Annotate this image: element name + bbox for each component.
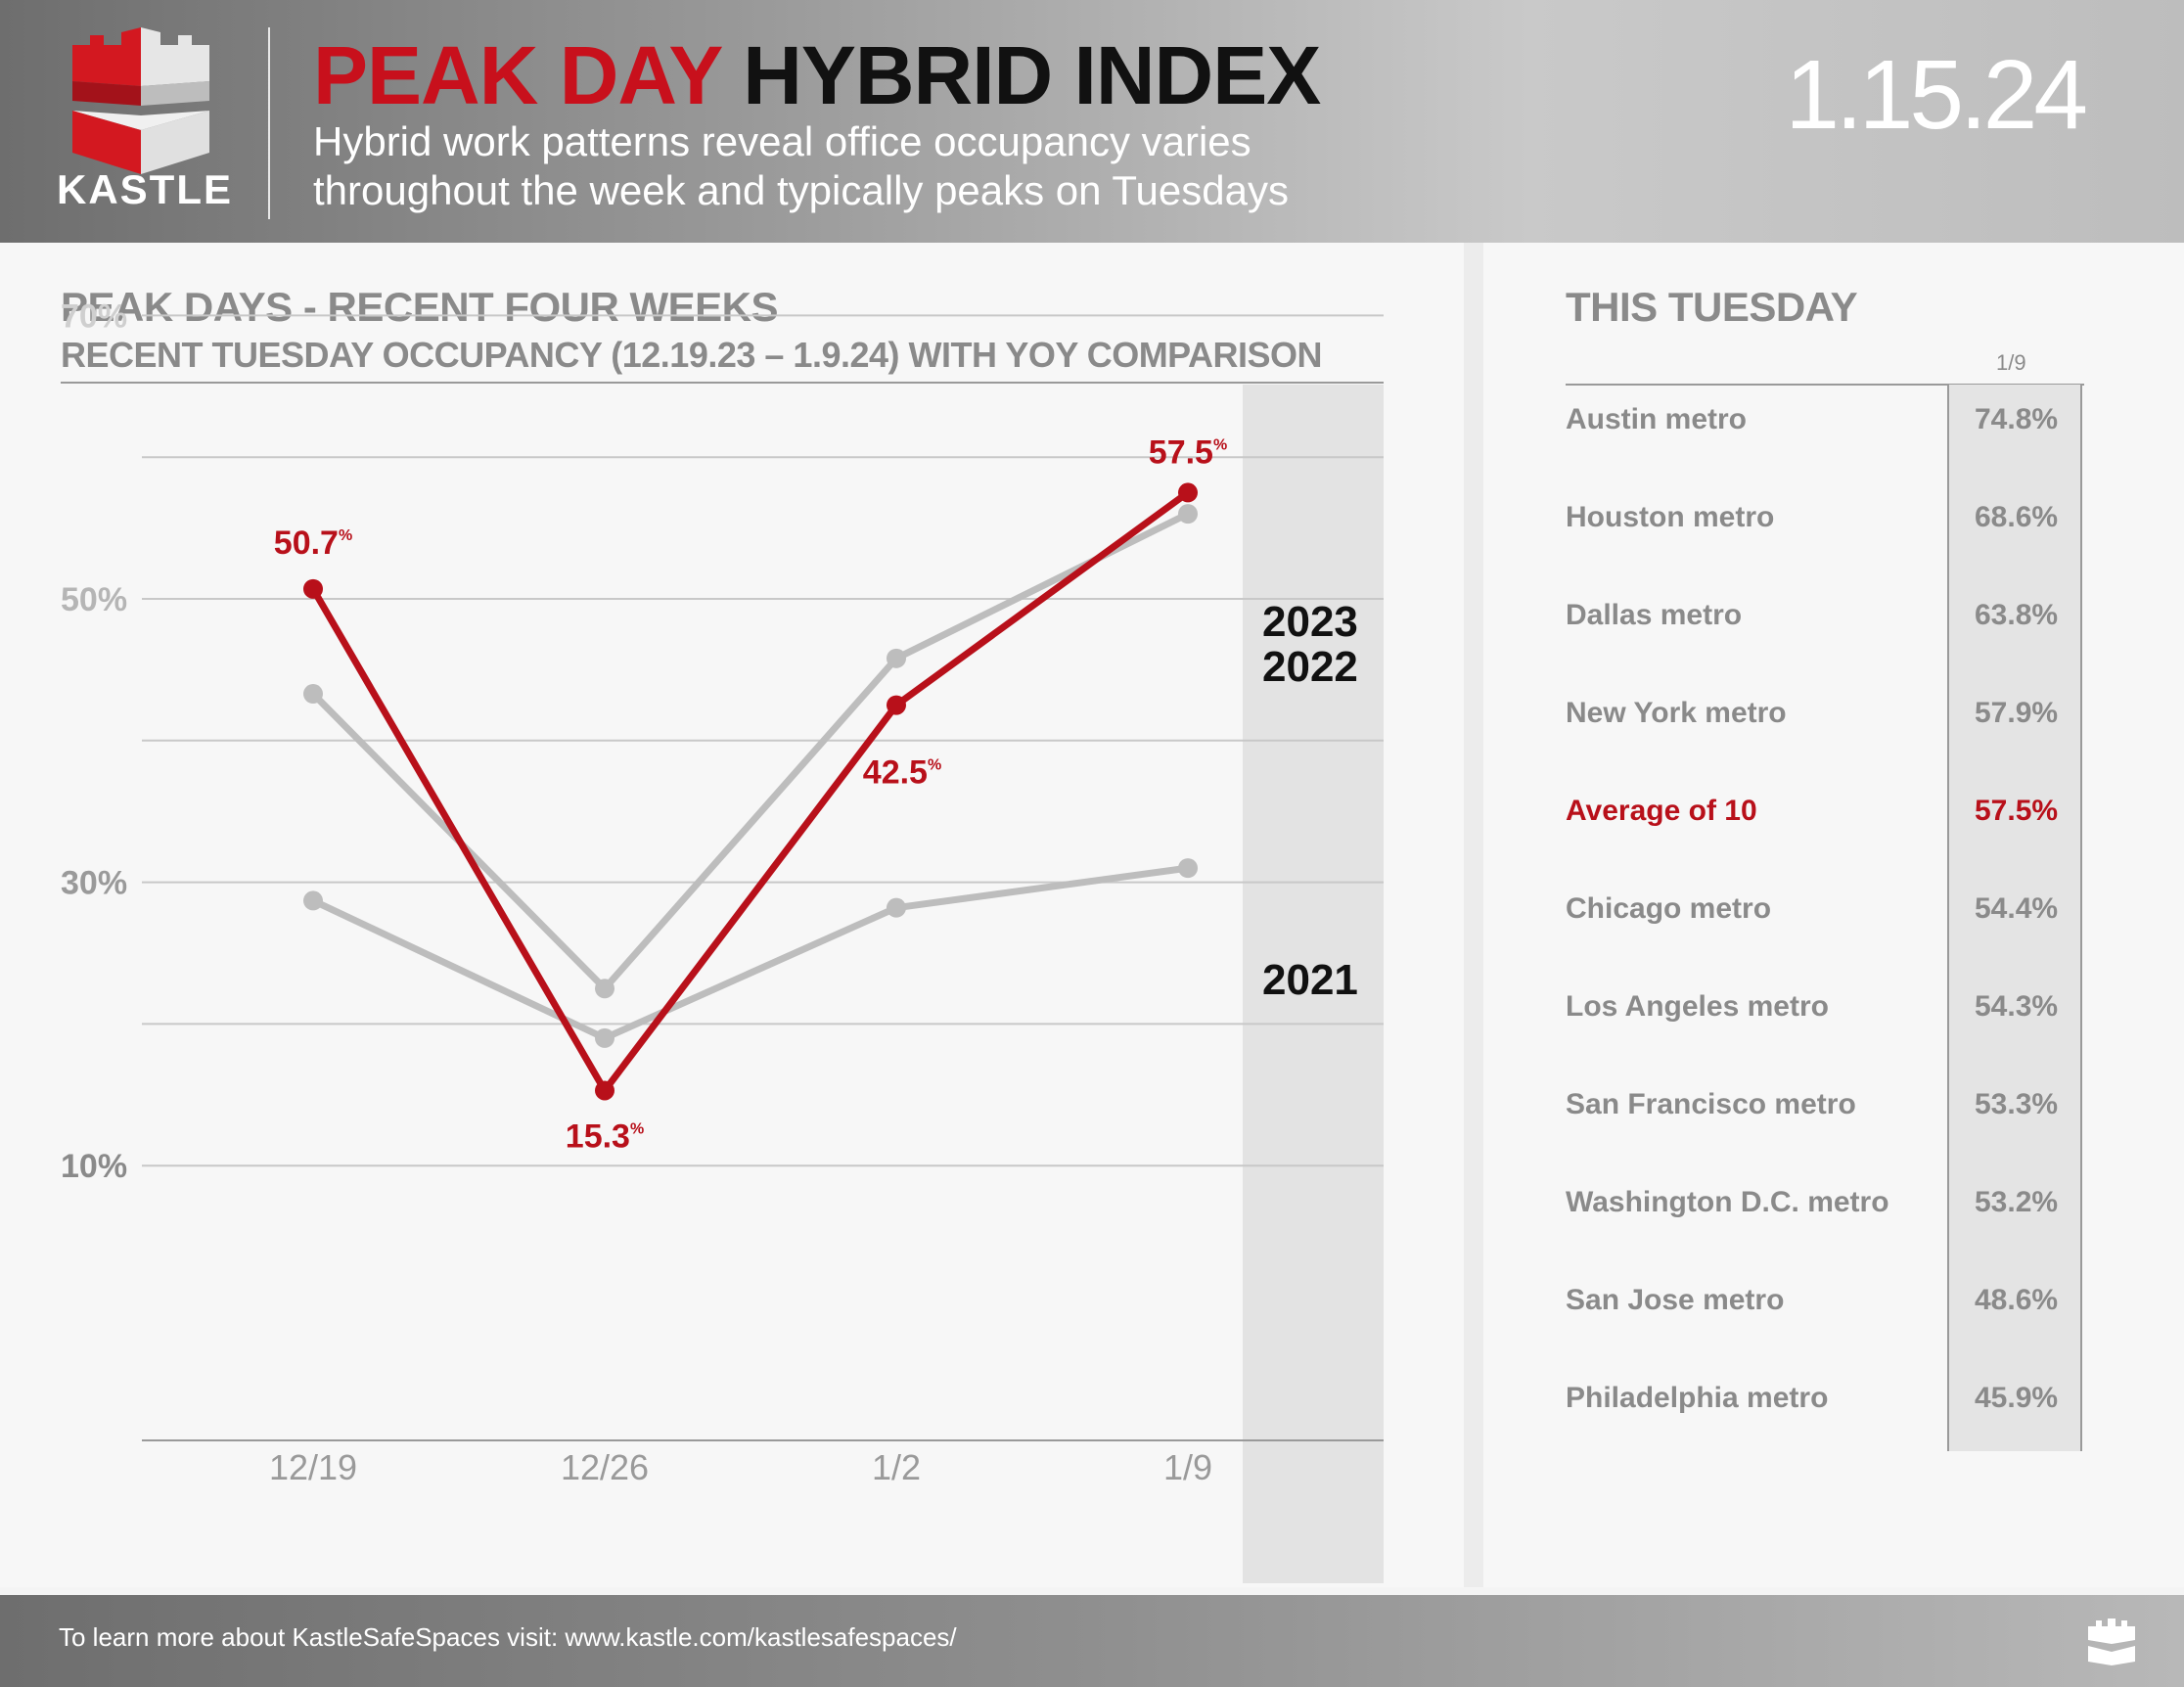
metro-value: 53.2% bbox=[1975, 1186, 2059, 1218]
metro-value: 68.6% bbox=[1975, 501, 2059, 533]
table-title-rule bbox=[1566, 384, 2084, 386]
chart-title-rule bbox=[61, 382, 1384, 384]
chart-section-title: PEAK DAYS - RECENT FOUR WEEKS bbox=[61, 284, 779, 330]
x-tick-label: 12/26 bbox=[561, 1447, 649, 1487]
title-red-part: PEAK DAY bbox=[313, 29, 722, 121]
metro-value: 54.3% bbox=[1975, 990, 2059, 1023]
data-point-2023 bbox=[1178, 482, 1198, 503]
metro-value: 45.9% bbox=[1975, 1382, 2059, 1414]
metro-name: San Jose metro bbox=[1566, 1284, 1785, 1316]
table-section-title: THIS TUESDAY bbox=[1566, 284, 1858, 330]
title-black-part: HYBRID INDEX bbox=[743, 29, 1321, 121]
data-label-2023: 42.5% bbox=[863, 754, 941, 792]
data-point-2023 bbox=[303, 578, 323, 599]
table-row: San Jose metro 48.6% bbox=[1566, 1284, 2059, 1343]
table-row: Average of 10 57.5% bbox=[1566, 795, 2059, 853]
subtitle-line-1: Hybrid work patterns reveal office occup… bbox=[313, 118, 1251, 164]
data-point-2021 bbox=[303, 890, 323, 911]
table-row: Austin metro 74.8% bbox=[1566, 403, 2059, 462]
header-divider bbox=[268, 27, 270, 219]
metro-name: Dallas metro bbox=[1566, 599, 1743, 631]
metro-name: Average of 10 bbox=[1566, 795, 1757, 827]
percent-superscript: % bbox=[339, 527, 352, 544]
data-point-2021 bbox=[595, 1027, 614, 1048]
metro-name: San Francisco metro bbox=[1566, 1088, 1856, 1120]
data-point-2022 bbox=[303, 684, 323, 705]
metro-name: Los Angeles metro bbox=[1566, 990, 1829, 1023]
header-banner: KASTLE PEAK DAY HYBRID INDEX Hybrid work… bbox=[0, 0, 2184, 243]
table-column-header: 1/9 bbox=[1996, 350, 2026, 375]
data-point-2021 bbox=[1178, 858, 1198, 879]
page-subtitle: Hybrid work patterns reveal office occup… bbox=[313, 117, 1487, 215]
footer-castle-icon bbox=[2088, 1619, 2135, 1665]
data-point-2021 bbox=[887, 897, 906, 918]
table-row: Chicago metro 54.4% bbox=[1566, 892, 2059, 951]
y-tick-label: 30% bbox=[61, 865, 127, 902]
panel-gap bbox=[1464, 243, 1483, 1587]
data-point-2023 bbox=[595, 1080, 614, 1101]
table-row: Philadelphia metro 45.9% bbox=[1566, 1382, 2059, 1440]
metro-name: Philadelphia metro bbox=[1566, 1382, 1829, 1414]
metro-value: 57.9% bbox=[1975, 697, 2059, 729]
metro-value: 63.8% bbox=[1975, 599, 2059, 631]
table-row: New York metro 57.9% bbox=[1566, 697, 2059, 755]
x-tick-label: 1/9 bbox=[1163, 1447, 1212, 1487]
footer-bar: To learn more about KastleSafeSpaces vis… bbox=[0, 1595, 2184, 1687]
latest-week-shade bbox=[1243, 385, 1384, 1583]
table-value-column-shade bbox=[1947, 385, 2082, 1451]
percent-superscript: % bbox=[1213, 436, 1227, 453]
y-tick-label: 10% bbox=[61, 1148, 127, 1185]
series-name-label: 2021 bbox=[1262, 956, 1358, 1004]
table-row: San Francisco metro 53.3% bbox=[1566, 1088, 2059, 1147]
metro-name: Washington D.C. metro bbox=[1566, 1186, 1889, 1218]
metro-name: Austin metro bbox=[1566, 403, 1748, 435]
kastle-castle-logo bbox=[72, 27, 209, 174]
series-name-label: 2023 bbox=[1262, 598, 1358, 646]
footer-link-text[interactable]: To learn more about KastleSafeSpaces vis… bbox=[59, 1622, 957, 1652]
report-date: 1.15.24 bbox=[1785, 40, 2088, 150]
line-chart: 10% 30% 50% 70% 12/19 12/26 1/2 1/9 50.7% 15.3% 42… bbox=[61, 297, 1384, 1583]
table-row: Washington D.C. metro 53.2% bbox=[1566, 1186, 2059, 1245]
data-label-2023: 15.3% bbox=[566, 1117, 644, 1155]
chart-section-subtitle: RECENT TUESDAY OCCUPANCY (12.19.23 – 1.9… bbox=[61, 335, 1323, 375]
data-label-2023: 50.7% bbox=[274, 524, 352, 562]
metro-value: 74.8% bbox=[1975, 403, 2059, 435]
subtitle-line-2: throughout the week and typically peaks … bbox=[313, 167, 1289, 213]
data-point-2022 bbox=[595, 979, 614, 999]
metro-value: 57.5% bbox=[1975, 795, 2059, 827]
data-point-2022 bbox=[887, 648, 906, 668]
percent-superscript: % bbox=[928, 757, 941, 774]
metro-name: New York metro bbox=[1566, 697, 1787, 729]
y-tick-label: 70% bbox=[61, 297, 127, 335]
percent-superscript: % bbox=[630, 1120, 644, 1137]
x-tick-label: 12/19 bbox=[269, 1447, 357, 1487]
series-name-label: 2022 bbox=[1262, 643, 1358, 691]
logo-wordmark: KASTLE bbox=[57, 166, 233, 212]
data-point-2023 bbox=[887, 695, 906, 715]
table-row: Houston metro 68.6% bbox=[1566, 501, 2059, 560]
table-row: Dallas metro 63.8% bbox=[1566, 599, 2059, 658]
data-label-2023: 57.5% bbox=[1149, 433, 1227, 471]
metro-value: 54.4% bbox=[1975, 892, 2059, 925]
metro-name: Houston metro bbox=[1566, 501, 1775, 533]
data-point-2022 bbox=[1178, 504, 1198, 524]
page-title: PEAK DAY HYBRID INDEX bbox=[313, 29, 1321, 121]
metro-value: 53.3% bbox=[1975, 1088, 2059, 1120]
metro-value: 48.6% bbox=[1975, 1284, 2059, 1316]
y-tick-label: 50% bbox=[61, 581, 127, 618]
table-row: Los Angeles metro 54.3% bbox=[1566, 990, 2059, 1049]
x-tick-label: 1/2 bbox=[872, 1447, 921, 1487]
series-line-2021 bbox=[311, 864, 1189, 1042]
series-line-2023 bbox=[309, 489, 1191, 1094]
metro-name: Chicago metro bbox=[1566, 892, 1772, 925]
chart-panel bbox=[0, 243, 1464, 1587]
